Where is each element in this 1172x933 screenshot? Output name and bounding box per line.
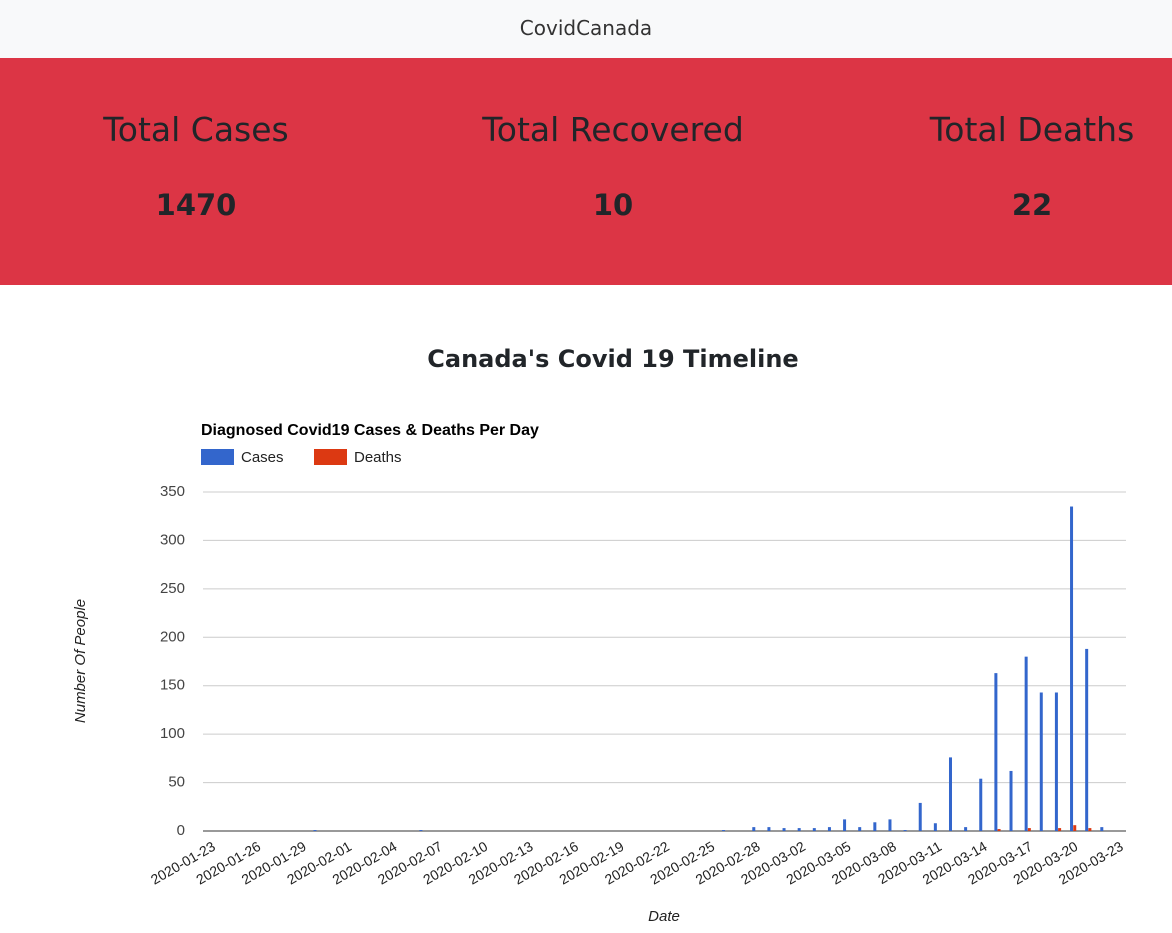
bar <box>1009 770 1013 831</box>
bar <box>1039 692 1043 831</box>
bar <box>1027 828 1031 831</box>
bar <box>419 830 423 831</box>
bar <box>1024 656 1028 831</box>
stat-value: 1470 <box>155 188 237 222</box>
bar <box>994 673 998 831</box>
stat-value: 22 <box>1011 188 1053 222</box>
bar <box>1070 506 1074 831</box>
bar <box>873 822 877 831</box>
legend-swatch <box>314 449 347 465</box>
y-axis-title: Number Of People <box>72 599 89 723</box>
bar <box>964 827 968 831</box>
bar <box>722 830 726 831</box>
section-heading: Canada's Covid 19 Timeline <box>427 345 799 373</box>
bar <box>903 830 907 831</box>
stat-label: Total Deaths <box>929 110 1135 149</box>
brand[interactable]: CovidCanada <box>519 16 653 40</box>
bar <box>948 757 952 831</box>
bar <box>858 827 862 831</box>
bar <box>1085 648 1089 831</box>
bar <box>1088 828 1092 831</box>
bar <box>797 828 801 831</box>
stat-label: Total Cases <box>103 110 289 149</box>
y-tick-label: 200 <box>160 628 185 645</box>
bar <box>812 828 816 831</box>
bar <box>843 819 847 831</box>
stat-value: 10 <box>592 188 634 222</box>
y-tick-label: 0 <box>177 822 185 839</box>
stat-label: Total Recovered <box>482 110 744 149</box>
bar <box>313 830 317 831</box>
y-tick-label: 150 <box>160 677 185 694</box>
bar <box>918 802 922 831</box>
bar <box>1054 692 1058 831</box>
y-tick-label: 250 <box>160 580 185 597</box>
legend-swatch <box>201 449 234 465</box>
y-tick-label: 300 <box>160 531 185 548</box>
stats-banner: Total Cases 1470 Total Recovered 10 Total … <box>0 58 1172 285</box>
bar <box>997 829 1001 831</box>
x-axis-title: Date <box>648 908 680 925</box>
y-tick-label: 350 <box>160 483 185 500</box>
bar <box>752 827 756 831</box>
bar <box>1058 828 1062 831</box>
bar <box>1100 827 1104 831</box>
chart-title: Diagnosed Covid19 Cases & Deaths Per Day <box>201 422 539 439</box>
bar <box>888 819 892 831</box>
bar <box>933 823 937 831</box>
bar <box>782 828 786 831</box>
legend-label: Cases <box>241 449 284 466</box>
navbar: CovidCanada <box>0 0 1172 58</box>
bar <box>1073 825 1077 831</box>
bar <box>827 827 831 831</box>
bar <box>767 827 771 831</box>
bar <box>979 778 983 831</box>
y-tick-label: 50 <box>168 774 185 791</box>
y-tick-label: 100 <box>160 725 185 742</box>
legend-label: Deaths <box>354 449 402 466</box>
